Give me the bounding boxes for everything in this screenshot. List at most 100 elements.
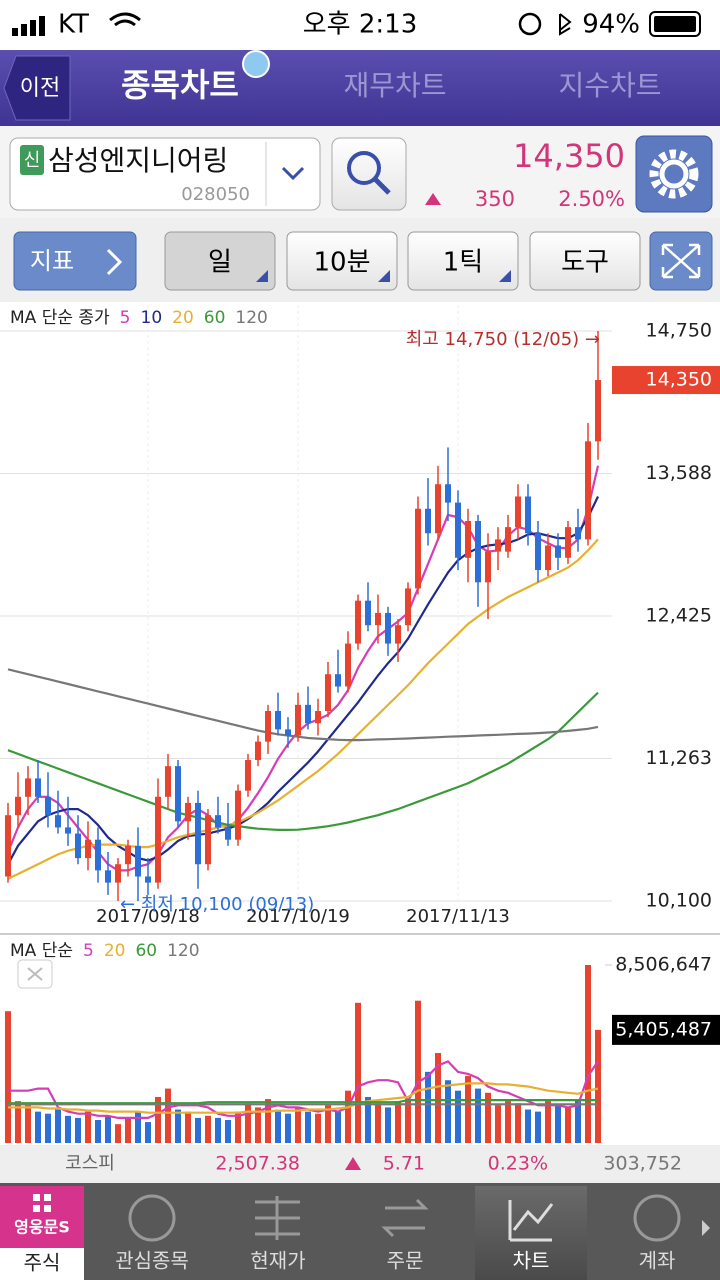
volume-bar <box>205 1115 211 1143</box>
volume-bar <box>105 1115 111 1143</box>
x-tick-label: 2017/10/19 <box>246 906 350 927</box>
tab-label[interactable]: 주식 <box>24 1251 61 1275</box>
tab-label[interactable]: 계좌 <box>639 1249 676 1273</box>
settings-button[interactable] <box>635 135 713 213</box>
tab-icon <box>128 1194 176 1242</box>
candle-body <box>5 815 11 877</box>
candle-body <box>195 802 201 865</box>
volume-bar <box>185 1111 191 1143</box>
tab-label[interactable]: 차트 <box>513 1249 550 1273</box>
volume-bar <box>35 1111 41 1143</box>
tab-active[interactable]: 종목차트 <box>121 66 239 104</box>
candle-body <box>445 484 451 503</box>
candle-body <box>205 815 211 865</box>
period-button[interactable] <box>164 231 276 291</box>
volume-bar <box>125 1117 131 1143</box>
candle-body <box>335 674 341 687</box>
ticker-rate: 0.23% <box>488 1153 548 1175</box>
candle-body <box>265 711 271 742</box>
candle-body <box>365 600 371 626</box>
candle-body <box>325 674 331 711</box>
back-label[interactable]: 이전 <box>20 76 60 101</box>
close-icon <box>27 967 43 981</box>
ma-line <box>8 1060 599 1119</box>
more-icon[interactable] <box>702 1220 710 1236</box>
stock-name: 삼성엔지니어링 <box>48 144 228 177</box>
volume-bar <box>65 1115 71 1143</box>
candle-body <box>145 876 151 883</box>
candle-body <box>385 612 391 644</box>
ma-line <box>8 1082 599 1114</box>
tab-label[interactable]: 주문 <box>387 1249 424 1273</box>
volume-bar <box>435 1053 441 1143</box>
tools-label[interactable]: 도구 <box>561 248 609 278</box>
battery-level <box>654 16 696 32</box>
legend-entry: 20 <box>104 941 126 961</box>
tab-active-bg[interactable] <box>0 1248 84 1280</box>
volume-bar <box>395 1101 401 1143</box>
period-label[interactable]: 10분 <box>313 248 370 278</box>
tab-label[interactable]: 관심종목 <box>115 1249 189 1273</box>
x-tick-label: 2017/11/13 <box>406 906 510 927</box>
ma-line <box>8 1099 598 1105</box>
price: 14,350 <box>513 137 625 175</box>
volume-bar <box>565 1107 571 1143</box>
legend-entry: 5 <box>83 941 94 961</box>
y-tick-label: 10,100 <box>646 890 712 912</box>
volume-bar <box>445 1080 451 1143</box>
change: 350 <box>475 187 515 211</box>
legend-entry: 10 <box>141 308 163 328</box>
battery-text: 94% <box>582 10 640 40</box>
volume-bar <box>455 1090 461 1143</box>
bluetooth-icon <box>559 13 572 36</box>
period-label[interactable]: 일 <box>208 248 232 278</box>
period-button[interactable] <box>286 231 398 291</box>
tab-icon <box>633 1194 681 1242</box>
candle-body <box>555 545 561 558</box>
volume-bar <box>225 1119 231 1143</box>
ma-line <box>7 691 599 831</box>
volume-marker <box>612 1014 720 1045</box>
volume-bar <box>525 1109 531 1143</box>
logo-bg[interactable] <box>0 1186 84 1248</box>
volume-bar <box>85 1111 91 1143</box>
candle-body <box>355 600 361 644</box>
tab[interactable]: 재무차트 <box>343 69 446 102</box>
back-button[interactable] <box>3 55 71 121</box>
volume-bar <box>365 1096 371 1143</box>
tab[interactable]: 지수차트 <box>558 69 661 102</box>
candle-body <box>55 815 61 828</box>
volume-bar <box>425 1071 431 1143</box>
volume-bar <box>55 1109 61 1143</box>
volume-bar <box>335 1111 341 1143</box>
candle-body <box>285 729 291 736</box>
volume-bar <box>235 1111 241 1143</box>
corner-icon <box>256 270 268 282</box>
candle-body <box>525 496 531 534</box>
price-marker <box>612 366 720 395</box>
volume-bar <box>475 1088 481 1143</box>
period-label[interactable]: 1틱 <box>443 248 483 278</box>
x-tick-label: 2017/09/18 <box>96 906 200 927</box>
search-button[interactable] <box>331 137 407 211</box>
legend-entry: 60 <box>204 308 226 328</box>
y-tick-label: 13,588 <box>646 462 712 484</box>
badge: 신 <box>24 150 41 171</box>
corner-icon <box>499 270 511 282</box>
candle-body <box>515 496 521 528</box>
indicator-button[interactable] <box>13 231 137 291</box>
tools-button[interactable] <box>529 231 641 291</box>
battery-icon <box>649 11 701 37</box>
legend-entry: 120 <box>235 308 267 328</box>
indicator-label[interactable]: 지표 <box>30 247 74 275</box>
candle-body <box>405 588 411 626</box>
period-button[interactable] <box>407 231 519 291</box>
candle-body <box>135 845 141 877</box>
tab-active-bg[interactable] <box>475 1186 587 1280</box>
stock-box[interactable] <box>9 137 321 211</box>
candle-body <box>35 778 41 797</box>
tab-label[interactable]: 현재가 <box>250 1249 305 1273</box>
candle-body <box>125 845 131 865</box>
dropdown-icon[interactable] <box>281 166 305 181</box>
